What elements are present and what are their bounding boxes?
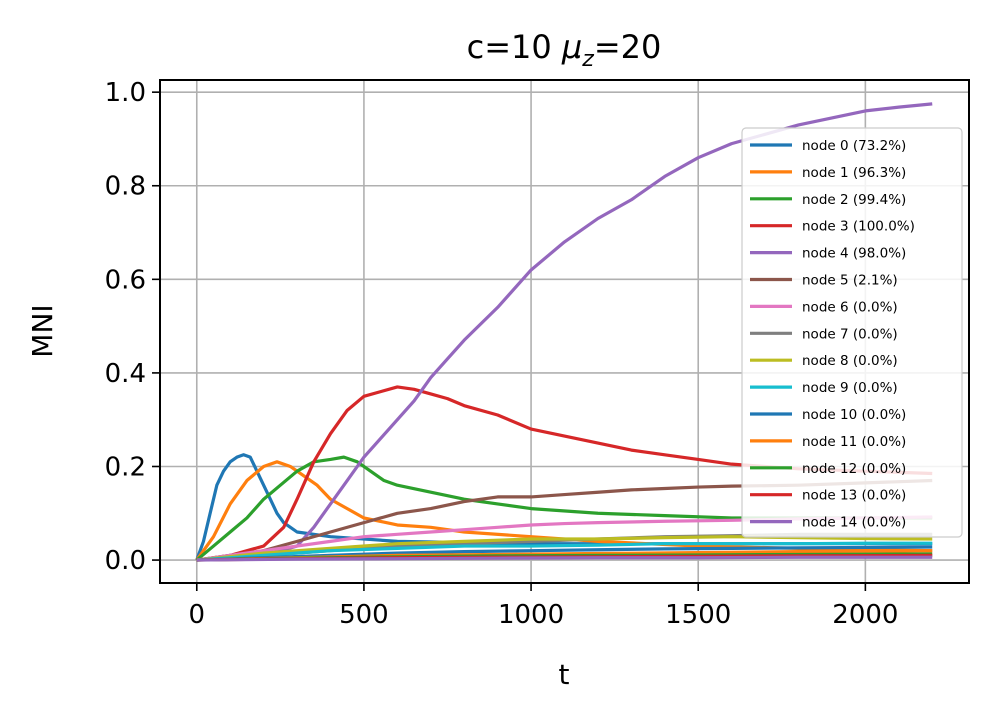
legend-label-node-10: node 10 (0.0%) bbox=[802, 407, 906, 423]
legend-label-node-3: node 3 (100.0%) bbox=[802, 219, 915, 235]
legend-label-node-6: node 6 (0.0%) bbox=[802, 299, 898, 315]
y-tick-label: 0.8 bbox=[105, 172, 146, 202]
y-axis-label: MNI bbox=[26, 304, 59, 357]
series-line-node-14 bbox=[196, 555, 933, 562]
legend-label-node-1: node 1 (96.3%) bbox=[802, 165, 906, 181]
legend-label-node-7: node 7 (0.0%) bbox=[802, 326, 898, 342]
series-line-node-5 bbox=[196, 478, 933, 562]
legend-label-node-14: node 14 (0.0%) bbox=[802, 515, 906, 531]
y-tick-label: 1.0 bbox=[105, 78, 146, 108]
series-line-node-8 bbox=[196, 535, 933, 562]
legend-label-node-11: node 11 (0.0%) bbox=[802, 434, 906, 450]
chart-title: c=10 μz=20 bbox=[467, 28, 662, 72]
y-tick-label: 0.6 bbox=[105, 265, 146, 295]
y-tick-label: 0.2 bbox=[105, 452, 146, 482]
x-axis-label: t bbox=[559, 658, 570, 691]
legend-label-node-0: node 0 (73.2%) bbox=[802, 138, 906, 154]
plot-area-frame bbox=[159, 79, 970, 584]
chart-title-suffix: =20 bbox=[594, 28, 662, 66]
x-tick-label: 500 bbox=[339, 600, 389, 630]
legend-label-node-2: node 2 (99.4%) bbox=[802, 192, 906, 208]
x-tick-label: 1000 bbox=[498, 600, 564, 630]
series-line-node-3 bbox=[196, 385, 933, 562]
legend-label-node-12: node 12 (0.0%) bbox=[802, 461, 906, 477]
y-tick-label: 0.4 bbox=[105, 359, 146, 389]
series-line-node-0 bbox=[195, 453, 933, 561]
series-line-node-2 bbox=[195, 455, 933, 562]
x-gridlines bbox=[195, 80, 867, 583]
legend-items: node 0 (73.2%) node 1 (96.3%) node 2 (99.4… bbox=[750, 138, 915, 531]
chart-title-prefix: c=10 bbox=[467, 28, 562, 66]
legend-label-node-8: node 8 (0.0%) bbox=[802, 353, 898, 369]
x-tick-label: 1500 bbox=[665, 600, 731, 630]
legend: node 0 (73.2%) node 1 (96.3%) node 2 (99.4… bbox=[741, 127, 963, 538]
y-axis-ticks: 0.0 0.2 0.4 0.6 0.8 1.0 bbox=[105, 78, 160, 576]
chart-title-mu: μ bbox=[561, 28, 582, 66]
legend-label-node-4: node 4 (98.0%) bbox=[802, 246, 906, 262]
legend-box bbox=[741, 127, 963, 538]
legend-label-node-13: node 13 (0.0%) bbox=[802, 488, 906, 504]
x-tick-label: 2000 bbox=[832, 600, 898, 630]
y-tick-label: 0.0 bbox=[105, 546, 146, 576]
x-tick-label: 0 bbox=[188, 600, 205, 630]
series-line-node-9 bbox=[196, 541, 933, 562]
legend-label-node-5: node 5 (2.1%) bbox=[802, 273, 898, 289]
legend-label-node-9: node 9 (0.0%) bbox=[802, 380, 898, 396]
x-axis-ticks: 0 500 1000 1500 2000 bbox=[188, 583, 898, 630]
chart-title-subscript: z bbox=[581, 47, 594, 72]
